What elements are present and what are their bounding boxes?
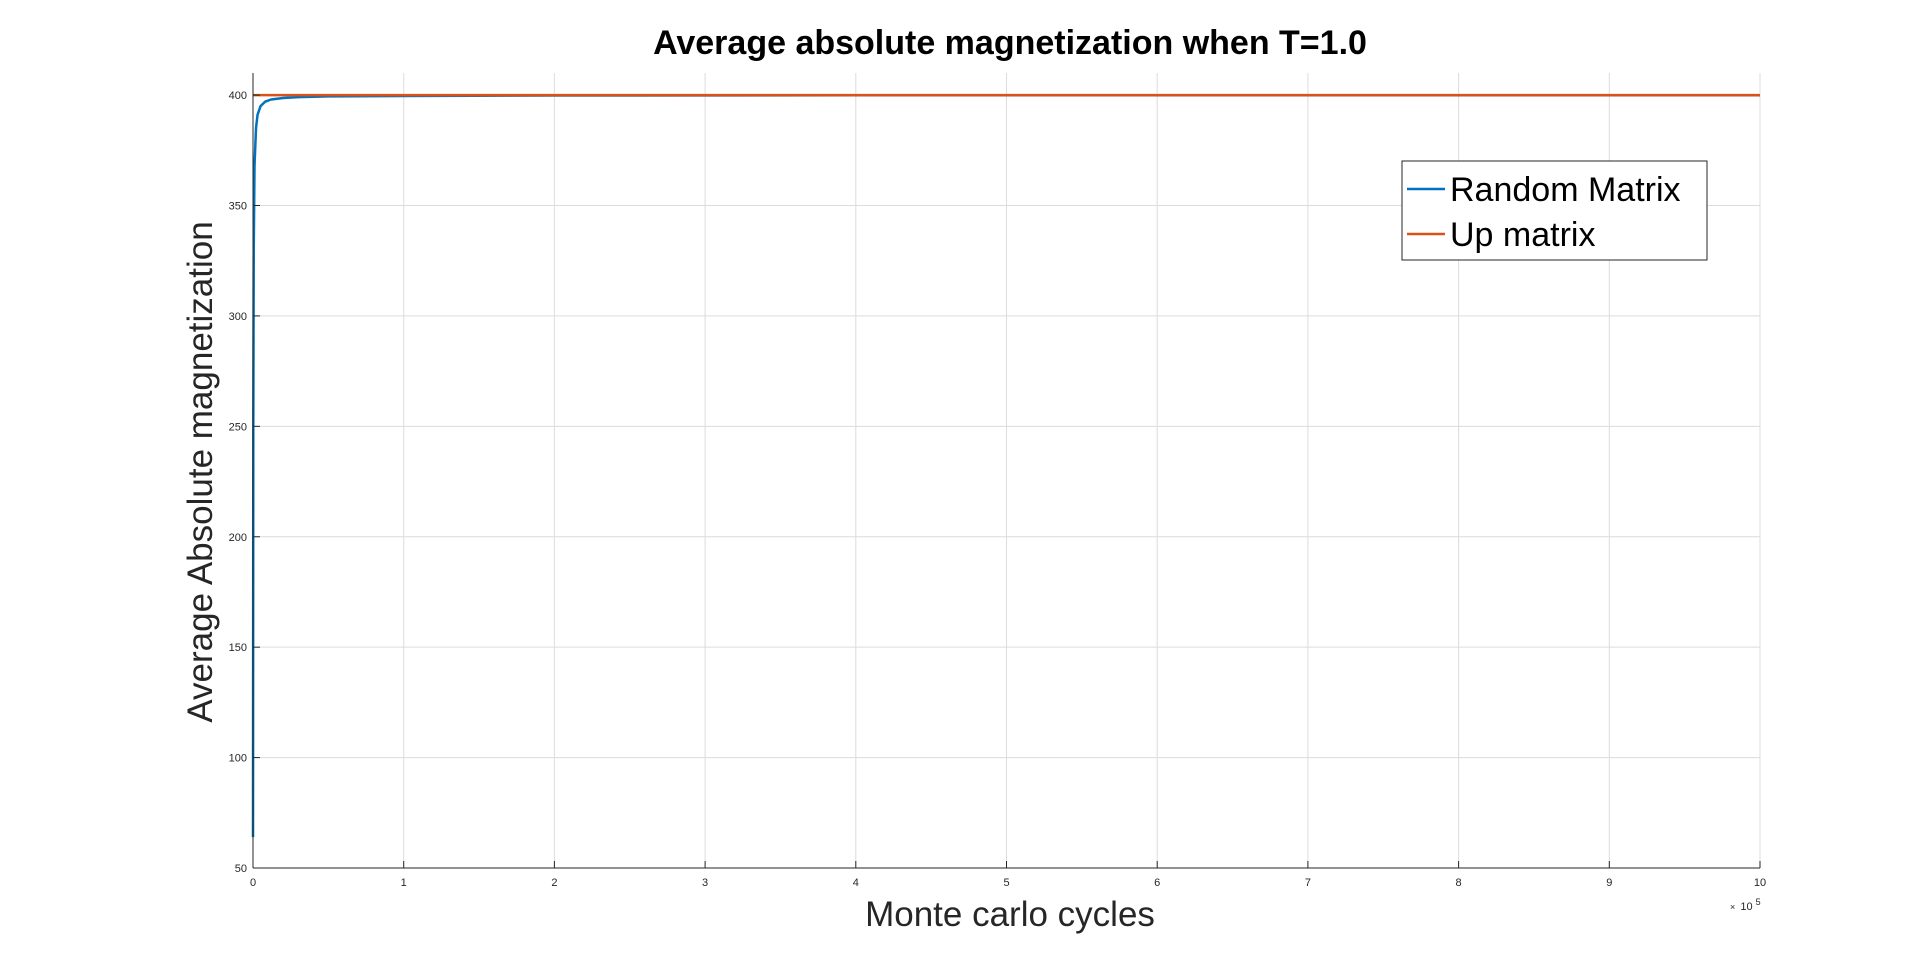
- x-tick-label: 9: [1606, 877, 1612, 889]
- y-tick-label: 400: [229, 90, 247, 102]
- y-tick-label: 150: [229, 642, 247, 654]
- x-tick-label: 0: [250, 877, 256, 889]
- y-tick-label: 300: [229, 311, 247, 323]
- x-exponent-base: 10: [1740, 901, 1752, 913]
- x-tick-label: 3: [702, 877, 708, 889]
- x-tick-label: 7: [1305, 877, 1311, 889]
- x-tick-label: 5: [1003, 877, 1009, 889]
- chart-title: Average absolute magnetization when T=1.…: [653, 24, 1367, 62]
- legend-label-up-matrix: Up matrix: [1450, 216, 1595, 254]
- y-tick-label: 100: [229, 753, 247, 765]
- x-tick-label: 1: [401, 877, 407, 889]
- x-axis-label: Monte carlo cycles: [865, 895, 1155, 934]
- y-axis-label: Average Absolute magnetization: [181, 221, 220, 722]
- y-tick-label: 200: [229, 532, 247, 544]
- y-tick-label: 350: [229, 201, 247, 213]
- legend-box: [1401, 160, 1708, 261]
- x-exponent-times: ×: [1730, 902, 1735, 912]
- x-tick-label: 10: [1754, 877, 1766, 889]
- x-tick-label: 2: [551, 877, 557, 889]
- legend-label-random-matrix: Random Matrix: [1450, 171, 1681, 209]
- x-tick-label: 6: [1154, 877, 1160, 889]
- ticks: 0 1 2 3 4 5 6 7 8 9 10 50 100 150 200 250 300 350 400: [229, 90, 1766, 889]
- series-layer: [251, 93, 1760, 838]
- x-tick-label: 8: [1456, 877, 1462, 889]
- x-exponent-power: 5: [1756, 897, 1761, 907]
- legend: Random Matrix Up matrix: [1401, 160, 1708, 261]
- x-axis-exponent: × 10 5: [1730, 897, 1761, 913]
- y-tick-label: 250: [229, 421, 247, 433]
- y-tick-label: 50: [235, 863, 247, 875]
- x-tick-label: 4: [853, 877, 859, 889]
